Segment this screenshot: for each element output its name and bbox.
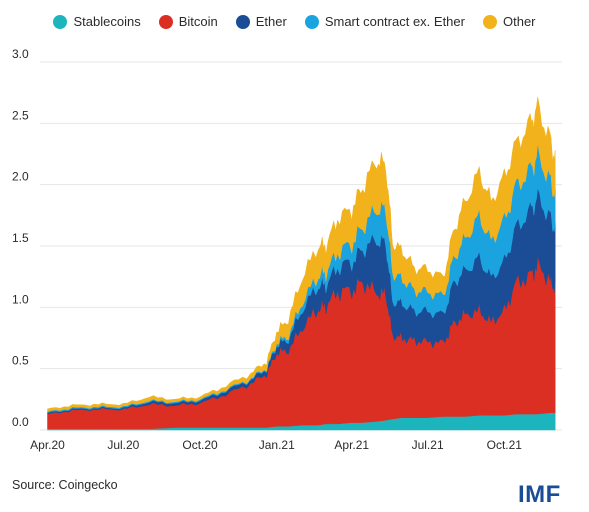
y-tick-label: 1.5 bbox=[12, 231, 29, 245]
y-axis-ticks: 0.0 0.5 1.0 1.5 2.0 2.5 3.0 bbox=[12, 47, 29, 429]
y-tick-label: 2.5 bbox=[12, 108, 29, 122]
legend-swatch bbox=[53, 14, 68, 29]
legend-swatch bbox=[482, 14, 497, 29]
x-axis-ticks: Apr.20 Jul.20 Oct.20 Jan.21 Apr.21 Jul.21 Oct.… bbox=[30, 438, 522, 452]
x-tick-label: Jan.21 bbox=[259, 438, 295, 452]
x-tick-label: Jul.21 bbox=[412, 438, 444, 452]
legend-label: Stablecoins bbox=[73, 14, 141, 29]
legend-label: Smart contract ex. Ether bbox=[324, 14, 465, 29]
legend-label: Other bbox=[502, 14, 536, 29]
legend-item-ether: Ether bbox=[235, 14, 287, 29]
legend-label: Bitcoin bbox=[178, 14, 218, 29]
legend-label: Ether bbox=[255, 14, 287, 29]
y-tick-label: 0.0 bbox=[12, 415, 29, 429]
legend-item-stablecoins: Stablecoins bbox=[53, 14, 141, 29]
legend-swatch bbox=[235, 14, 250, 29]
legend-item-smart: Smart contract ex. Ether bbox=[304, 14, 465, 29]
source-note: Source: Coingecko bbox=[12, 478, 118, 492]
imf-logo: IMF bbox=[518, 481, 561, 508]
x-tick-label: Apr.21 bbox=[334, 438, 369, 452]
x-tick-label: Oct.21 bbox=[487, 438, 523, 452]
legend-swatch bbox=[304, 14, 319, 29]
legend-item-bitcoin: Bitcoin bbox=[158, 14, 218, 29]
x-tick-label: Jul.20 bbox=[107, 438, 139, 452]
y-tick-label: 3.0 bbox=[12, 47, 29, 61]
x-tick-label: Apr.20 bbox=[30, 438, 65, 452]
legend: Stablecoins Bitcoin Ether Smart contract ex… bbox=[0, 14, 589, 29]
area-other bbox=[47, 97, 556, 412]
y-tick-label: 2.0 bbox=[12, 170, 29, 184]
x-tick-label: Oct.20 bbox=[182, 438, 218, 452]
series-areas bbox=[47, 97, 556, 431]
y-tick-label: 0.5 bbox=[12, 354, 29, 368]
y-tick-label: 1.0 bbox=[12, 292, 29, 306]
legend-swatch bbox=[158, 14, 173, 29]
legend-item-other: Other bbox=[482, 14, 536, 29]
